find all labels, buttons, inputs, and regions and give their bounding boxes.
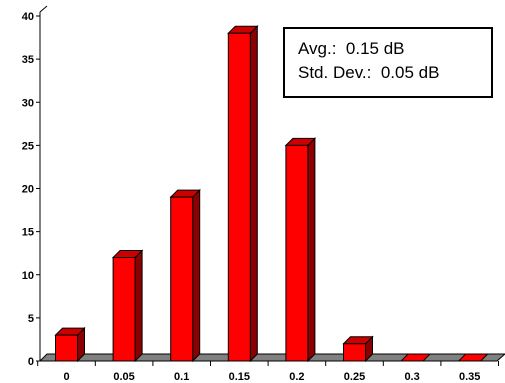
y-tick-label: 15 bbox=[22, 227, 34, 239]
y-tick-label: 5 bbox=[28, 313, 34, 325]
bar-front bbox=[343, 343, 366, 362]
x-tick-label: 0 bbox=[63, 371, 69, 383]
y-tick-labels: 0 5 10 15 20 25 30 35 40 bbox=[22, 11, 40, 368]
x-tick-label: 0.35 bbox=[459, 371, 480, 383]
avg-value: 0.15 dB bbox=[345, 39, 405, 58]
bar-side bbox=[134, 249, 143, 363]
y-tick-label: 20 bbox=[22, 184, 34, 196]
bar-side bbox=[249, 25, 258, 363]
x-tick-label: 0.1 bbox=[174, 371, 189, 383]
bar-front bbox=[55, 334, 78, 362]
std-dev-label: Std. Dev.: bbox=[298, 63, 372, 82]
y-tick-label: 10 bbox=[22, 270, 34, 282]
y-tick-label: 30 bbox=[22, 97, 34, 109]
y-axis-depth-line bbox=[39, 5, 48, 13]
x-tick-label: 0.3 bbox=[404, 371, 419, 383]
bar-front bbox=[227, 32, 251, 362]
bar-0.25 bbox=[342, 335, 374, 363]
std-dev-value: 0.05 dB bbox=[380, 63, 440, 82]
bar-front bbox=[285, 144, 309, 362]
bar-top bbox=[399, 353, 432, 362]
bar-0 bbox=[54, 326, 86, 363]
floor-plane bbox=[38, 353, 505, 362]
chart-floor bbox=[38, 353, 505, 362]
chart-bars bbox=[54, 25, 489, 363]
bar-0.1 bbox=[169, 188, 201, 363]
y-tick-label: 35 bbox=[22, 54, 34, 66]
x-tick-label: 0.2 bbox=[289, 371, 304, 383]
bar-side bbox=[307, 137, 316, 363]
avg-label: Avg.: bbox=[298, 39, 337, 58]
x-tick-labels: 0 0.05 0.1 0.15 0.2 0.25 0.3 0.35 bbox=[37, 361, 499, 383]
x-tick-label: 0.15 bbox=[229, 371, 250, 383]
bar-front bbox=[112, 257, 136, 362]
bar-top bbox=[457, 353, 489, 362]
bar-0.2 bbox=[284, 137, 317, 363]
x-tick-label: 0.05 bbox=[113, 371, 134, 383]
std-dev-line: Std. Dev.: 0.05 dB bbox=[298, 61, 491, 85]
stats-box: Avg.: 0.15 dB Std. Dev.: 0.05 dB bbox=[283, 27, 493, 98]
y-tick-label: 25 bbox=[22, 140, 34, 152]
bar-0.3 bbox=[399, 353, 432, 362]
bar-0.05 bbox=[111, 249, 144, 363]
x-tick-label: 0.25 bbox=[344, 371, 365, 383]
bar-front bbox=[170, 196, 194, 362]
avg-line: Avg.: 0.15 dB bbox=[298, 37, 491, 61]
y-tick-label: 0 bbox=[28, 356, 34, 368]
bar-side bbox=[192, 188, 201, 363]
bar-0.15 bbox=[227, 25, 259, 363]
y-tick-label: 40 bbox=[22, 11, 34, 23]
bar-0.35 bbox=[457, 353, 489, 362]
